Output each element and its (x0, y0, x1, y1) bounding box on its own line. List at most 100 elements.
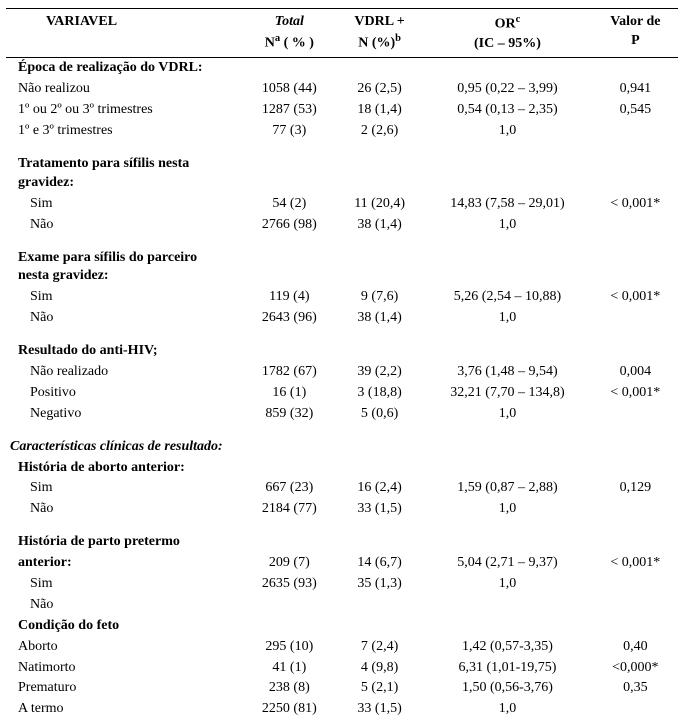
section-title: História de parto pretermo (6, 532, 242, 553)
section-title: Tratamento para sífilis nestagravidez: (6, 154, 242, 194)
row-label: Não (6, 308, 242, 329)
cell-total: 77 (3) (242, 121, 337, 142)
section-row: Tratamento para sífilis nestagravidez: (6, 154, 678, 194)
section-row: História de aborto anterior: (6, 458, 678, 479)
section-row: Época de realização do VDRL: (6, 58, 678, 79)
cell-or: 0,54 (0,13 – 2,35) (422, 100, 593, 121)
section-row: Exame para sífilis do parceironesta grav… (6, 248, 678, 288)
cell-vdrl: 3 (18,8) (337, 383, 422, 404)
cell-p: 0,40 (593, 637, 678, 658)
cell-p: < 0,001* (593, 287, 678, 308)
cell-total: 16 (1) (242, 383, 337, 404)
cell-vdrl: 4 (9,8) (337, 658, 422, 679)
cell-vdrl: 35 (1,3) (337, 574, 422, 595)
cell-p (593, 308, 678, 329)
section-title: Condição do feto (6, 616, 242, 637)
hdr-p-sub: P (631, 33, 640, 48)
cell-p: < 0,001* (593, 194, 678, 215)
cell-or: 1,0 (422, 699, 593, 720)
cell-vdrl: 7 (2,4) (337, 637, 422, 658)
cell-total: 1058 (44) (242, 79, 337, 100)
results-table: VARIAVEL Total Na ( % ) VDRL + N (%)b OR… (6, 8, 678, 720)
row-label: Aborto (6, 637, 242, 658)
table-row: Não2184 (77)33 (1,5)1,0 (6, 499, 678, 520)
table-row: A termo2250 (81)33 (1,5)1,0 (6, 699, 678, 720)
table-row: Não realizado1782 (67)39 (2,2)3,76 (1,48… (6, 362, 678, 383)
table-row: Aborto295 (10)7 (2,4)1,42 (0,57-3,35)0,4… (6, 637, 678, 658)
cell-total: 238 (8) (242, 678, 337, 699)
row-label: 1º e 3º trimestres (6, 121, 242, 142)
cell-total: 1287 (53) (242, 100, 337, 121)
cell-p: 0,545 (593, 100, 678, 121)
cell-total: 2250 (81) (242, 699, 337, 720)
section-row: Resultado do anti-HIV; (6, 341, 678, 362)
cell-total: 41 (1) (242, 658, 337, 679)
row-label: Prematuro (6, 678, 242, 699)
row-label: Não (6, 595, 242, 616)
hdr-p: Valor de (610, 14, 660, 29)
hdr-total: Total (275, 14, 304, 29)
cell-total: 859 (32) (242, 404, 337, 425)
spacer-cell (6, 425, 678, 437)
cell-p: 0,004 (593, 362, 678, 383)
row-label: Não (6, 499, 242, 520)
row-label: Não realizou (6, 79, 242, 100)
col-total: Total Na ( % ) (242, 9, 337, 58)
table-row: Sim2635 (93)35 (1,3)1,0 (6, 574, 678, 595)
row-label: Positivo (6, 383, 242, 404)
section-title: Exame para sífilis do parceironesta grav… (6, 248, 242, 288)
cell-vdrl: 16 (2,4) (337, 478, 422, 499)
spacer-cell (6, 236, 678, 248)
table-row: Prematuro238 (8)5 (2,1)1,50 (0,56-3,76)0… (6, 678, 678, 699)
row-label: Sim (6, 478, 242, 499)
hdr-vdrl-sub: N (%) (358, 36, 395, 51)
row-label: Sim (6, 194, 242, 215)
cell-or: 1,0 (422, 499, 593, 520)
cell-vdrl: 9 (7,6) (337, 287, 422, 308)
hdr-vdrl: VDRL + (354, 14, 404, 29)
cell-p: 0,941 (593, 79, 678, 100)
cell-p (593, 499, 678, 520)
cell-total: 2635 (93) (242, 574, 337, 595)
cell-vdrl: 11 (20,4) (337, 194, 422, 215)
cell-or: 1,50 (0,56-3,76) (422, 678, 593, 699)
section-row: Condição do feto (6, 616, 678, 637)
cell-p (593, 574, 678, 595)
section-row: anterior:209 (7)14 (6,7)5,04 (2,71 – 9,3… (6, 553, 678, 574)
cell-vdrl: 14 (6,7) (337, 553, 422, 574)
cell-or: 0,95 (0,22 – 3,99) (422, 79, 593, 100)
row-label: A termo (6, 699, 242, 720)
section-title: Resultado do anti-HIV; (6, 341, 242, 362)
cell-p: < 0,001* (593, 553, 678, 574)
cell-vdrl: 39 (2,2) (337, 362, 422, 383)
cell-or: 14,83 (7,58 – 29,01) (422, 194, 593, 215)
cell-p: 0,129 (593, 478, 678, 499)
table-row: Positivo16 (1)3 (18,8)32,21 (7,70 – 134,… (6, 383, 678, 404)
spacer-row (6, 425, 678, 437)
cell-total: 54 (2) (242, 194, 337, 215)
cell-or: 1,0 (422, 121, 593, 142)
table-row: Natimorto41 (1)4 (9,8)6,31 (1,01-19,75)<… (6, 658, 678, 679)
table-row: Não2766 (98)38 (1,4)1,0 (6, 215, 678, 236)
col-vdrl: VDRL + N (%)b (337, 9, 422, 58)
hdr-or-sup: c (516, 14, 521, 25)
cell-vdrl: 33 (1,5) (337, 499, 422, 520)
spacer-cell (6, 520, 678, 532)
cell-vdrl: 18 (1,4) (337, 100, 422, 121)
row-label: Sim (6, 287, 242, 308)
hdr-total-n: N (265, 36, 275, 51)
col-or: ORc (IC – 95%) (422, 9, 593, 58)
cell-p (593, 404, 678, 425)
row-label: Negativo (6, 404, 242, 425)
cell-vdrl: 38 (1,4) (337, 308, 422, 329)
cell-vdrl: 38 (1,4) (337, 215, 422, 236)
cell-total: 295 (10) (242, 637, 337, 658)
cell-p: < 0,001* (593, 383, 678, 404)
cell-total: 2184 (77) (242, 499, 337, 520)
cell-p (593, 121, 678, 142)
cell-vdrl: 5 (2,1) (337, 678, 422, 699)
cell-or: 1,0 (422, 574, 593, 595)
spacer-row (6, 329, 678, 341)
table-row: 1º e 3º trimestres77 (3)2 (2,6)1,0 (6, 121, 678, 142)
table-header: VARIAVEL Total Na ( % ) VDRL + N (%)b OR… (6, 9, 678, 58)
